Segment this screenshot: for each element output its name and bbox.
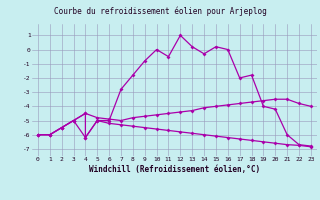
X-axis label: Windchill (Refroidissement éolien,°C): Windchill (Refroidissement éolien,°C) <box>89 165 260 174</box>
Text: Courbe du refroidissement éolien pour Arjeplog: Courbe du refroidissement éolien pour Ar… <box>54 6 266 16</box>
